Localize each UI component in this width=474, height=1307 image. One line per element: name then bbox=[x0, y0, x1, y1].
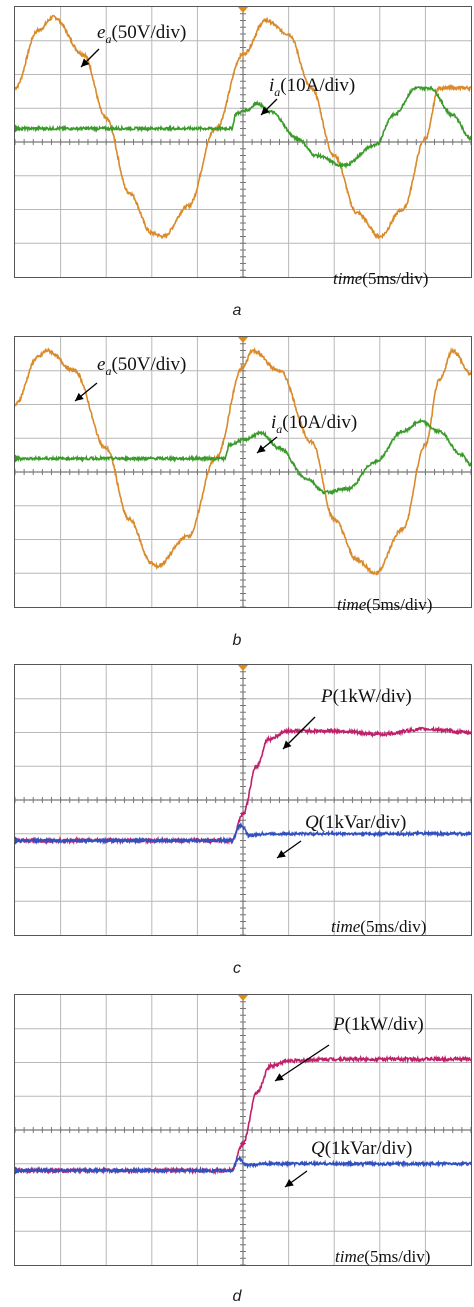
trigger-marker bbox=[238, 995, 248, 1001]
q-unit: (1kVar/div) bbox=[318, 812, 407, 833]
q-symbol: Q bbox=[305, 812, 319, 833]
ia-symbol: i bbox=[269, 75, 275, 96]
time-word: time bbox=[335, 1247, 365, 1266]
time-unit: (5ms/div) bbox=[360, 917, 427, 936]
ea-subscript: a bbox=[105, 363, 112, 378]
q-label-c: Q(1kVar/div) bbox=[305, 813, 406, 832]
arrow-head bbox=[275, 1073, 284, 1081]
ea-symbol: e bbox=[97, 354, 106, 375]
p-label-d: P(1kW/div) bbox=[333, 1015, 424, 1034]
ground-marker bbox=[15, 1166, 20, 1175]
ea-unit: (50V/div) bbox=[111, 22, 187, 43]
series-ia-line bbox=[15, 85, 471, 170]
series-ea-line bbox=[15, 346, 471, 576]
p-label-c: P(1kW/div) bbox=[321, 687, 412, 706]
p-unit: (1kW/div) bbox=[344, 1014, 424, 1035]
ea-subscript: a bbox=[105, 31, 112, 46]
ground-marker bbox=[15, 454, 20, 463]
time-unit: (5ms/div) bbox=[366, 595, 433, 614]
time-label-d: time(5ms/div) bbox=[335, 1247, 430, 1267]
panel-label-b: b bbox=[232, 632, 242, 649]
annotation-arrow bbox=[284, 1170, 308, 1188]
q-symbol: Q bbox=[311, 1138, 325, 1159]
time-label-b: time(5ms/div) bbox=[337, 595, 432, 615]
ea-label-a: ea(50V/div) bbox=[97, 23, 186, 45]
time-unit: (5ms/div) bbox=[362, 269, 429, 288]
panel-c: P(1kW/div) Q(1kVar/div) time(5ms/div) bbox=[14, 664, 472, 936]
q-label-d: Q(1kVar/div) bbox=[311, 1139, 412, 1158]
arrow-head bbox=[277, 850, 286, 858]
trigger-marker bbox=[238, 665, 248, 671]
arrow-shaft bbox=[274, 1044, 330, 1082]
ground-marker bbox=[15, 836, 20, 845]
p-symbol: P bbox=[333, 1014, 345, 1035]
ea-label-b: ea(50V/div) bbox=[97, 355, 186, 377]
series-ea-line bbox=[15, 14, 471, 240]
panel-label-a: a bbox=[232, 302, 242, 319]
annotation-arrow bbox=[282, 716, 316, 750]
ia-label-b: ia(10A/div) bbox=[271, 413, 357, 435]
annotation-arrow bbox=[74, 382, 98, 402]
ia-unit: (10A/div) bbox=[280, 75, 356, 96]
arrow-head bbox=[261, 106, 270, 115]
center-axes bbox=[15, 665, 471, 935]
panel-d: P(1kW/div) Q(1kVar/div) time(5ms/div) bbox=[14, 994, 472, 1266]
arrow-head bbox=[75, 392, 84, 401]
chart-a bbox=[15, 7, 471, 277]
time-word: time bbox=[333, 269, 363, 288]
panel-label-c: c bbox=[233, 960, 241, 977]
panel-a: ea(50V/div) ia(10A/div) time(5ms/div) bbox=[14, 6, 472, 288]
p-unit: (1kW/div) bbox=[332, 686, 412, 707]
ia-label-a: ia(10A/div) bbox=[269, 76, 355, 98]
time-label-c: time(5ms/div) bbox=[331, 917, 426, 937]
series-q-line bbox=[15, 1155, 471, 1175]
annotation-arrow bbox=[256, 436, 278, 454]
trigger-marker bbox=[238, 337, 248, 343]
arrow-head bbox=[257, 444, 266, 453]
ia-symbol: i bbox=[271, 412, 277, 433]
panel-b: ea(50V/div) ia(10A/div) time(5ms/div) bbox=[14, 336, 472, 614]
series-ia-line bbox=[15, 417, 471, 496]
arrow-head bbox=[283, 740, 292, 749]
ia-subscript: a bbox=[274, 84, 281, 99]
annotation-arrow bbox=[274, 1044, 330, 1082]
trigger-marker bbox=[238, 7, 248, 13]
annotation-arrow bbox=[260, 98, 278, 116]
center-axes bbox=[15, 995, 471, 1265]
time-label-a: time(5ms/div) bbox=[333, 269, 428, 289]
ground-marker bbox=[15, 124, 20, 133]
center-axes bbox=[15, 337, 471, 607]
time-word: time bbox=[337, 595, 367, 614]
time-word: time bbox=[331, 917, 361, 936]
time-unit: (5ms/div) bbox=[364, 1247, 431, 1266]
ia-unit: (10A/div) bbox=[282, 412, 358, 433]
annotation-arrow bbox=[80, 48, 100, 68]
annotation-arrow bbox=[276, 840, 302, 859]
arrow-head bbox=[285, 1179, 294, 1187]
chart-c bbox=[15, 665, 471, 935]
chart-b bbox=[15, 337, 471, 607]
ea-unit: (50V/div) bbox=[111, 354, 187, 375]
series-p-line bbox=[15, 1054, 471, 1176]
p-symbol: P bbox=[321, 686, 333, 707]
ia-subscript: a bbox=[276, 421, 283, 436]
panel-label-d: d bbox=[232, 1288, 242, 1305]
center-axes bbox=[15, 7, 471, 277]
series-q-line bbox=[15, 821, 471, 845]
q-unit: (1kVar/div) bbox=[324, 1138, 413, 1159]
arrow-head bbox=[81, 58, 90, 67]
chart-d bbox=[15, 995, 471, 1265]
ea-symbol: e bbox=[97, 22, 106, 43]
